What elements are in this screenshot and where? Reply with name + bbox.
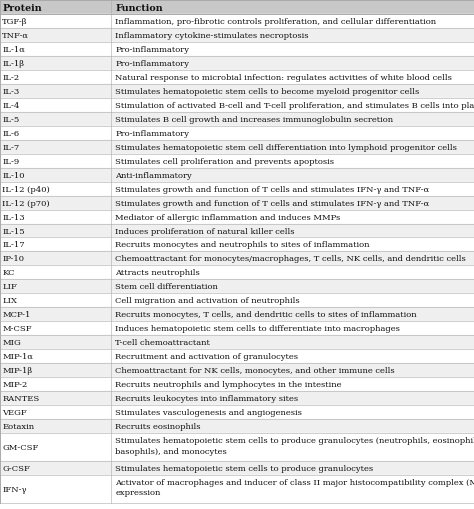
Text: Chemoattractant for monocytes/macrophages, T cells, NK cells, and dendritic cell: Chemoattractant for monocytes/macrophage… xyxy=(115,255,466,263)
Text: VEGF: VEGF xyxy=(2,408,27,416)
Text: MIP-1α: MIP-1α xyxy=(2,352,33,360)
Text: IL-4: IL-4 xyxy=(2,102,20,110)
Text: Induces proliferation of natural killer cells: Induces proliferation of natural killer … xyxy=(115,227,295,235)
Text: IL-12 (p40): IL-12 (p40) xyxy=(2,185,50,193)
Text: IL-7: IL-7 xyxy=(2,144,19,152)
Text: Stimulation of activated B-cell and T-cell proliferation, and stimulates B cells: Stimulation of activated B-cell and T-ce… xyxy=(115,102,474,110)
Text: Stimulates hematopoietic stem cells to become myeloid progenitor cells: Stimulates hematopoietic stem cells to b… xyxy=(115,88,419,96)
Text: MCP-1: MCP-1 xyxy=(2,310,31,319)
Text: Stimulates growth and function of T cells and stimulates IFN-γ and TNF-α: Stimulates growth and function of T cell… xyxy=(115,199,429,207)
Text: Natural response to microbial infection: regulates activities of white blood cel: Natural response to microbial infection:… xyxy=(115,74,452,82)
Text: Induces hematopoietic stem cells to differentiate into macrophages: Induces hematopoietic stem cells to diff… xyxy=(115,325,400,332)
Text: IL-15: IL-15 xyxy=(2,227,25,235)
Text: Stimulates hematopoietic stem cell differentiation into lymphoid progenitor cell: Stimulates hematopoietic stem cell diffe… xyxy=(115,144,457,152)
Text: Stimulates B cell growth and increases immunoglobulin secretion: Stimulates B cell growth and increases i… xyxy=(115,116,393,124)
Text: IL-12 (p70): IL-12 (p70) xyxy=(2,199,50,207)
Text: TGF-β: TGF-β xyxy=(2,18,28,26)
Text: IL-10: IL-10 xyxy=(2,172,25,179)
Text: IL-17: IL-17 xyxy=(2,241,25,249)
Text: Recruits monocytes and neutrophils to sites of inflammation: Recruits monocytes and neutrophils to si… xyxy=(115,241,370,249)
Text: RANTES: RANTES xyxy=(2,394,40,402)
Text: GM-CSF: GM-CSF xyxy=(2,443,39,451)
Text: MIP-2: MIP-2 xyxy=(2,380,27,388)
Text: Recruits monocytes, T cells, and dendritic cells to sites of inflammation: Recruits monocytes, T cells, and dendrit… xyxy=(115,310,417,319)
Text: Anti-inflammatory: Anti-inflammatory xyxy=(115,172,192,179)
Text: Inflammation, pro-fibrotic controls proliferation, and cellular differentiation: Inflammation, pro-fibrotic controls prol… xyxy=(115,18,436,26)
Text: Stimulates growth and function of T cells and stimulates IFN-γ and TNF-α: Stimulates growth and function of T cell… xyxy=(115,185,429,193)
Text: T-cell chemoattractant: T-cell chemoattractant xyxy=(115,338,210,347)
Text: Recruits leukocytes into inflammatory sites: Recruits leukocytes into inflammatory si… xyxy=(115,394,298,402)
Text: G-CSF: G-CSF xyxy=(2,464,30,472)
Text: Mediator of allergic inflammation and induces MMPs: Mediator of allergic inflammation and in… xyxy=(115,213,340,221)
Text: Inflammatory cytokine-stimulates necroptosis: Inflammatory cytokine-stimulates necropt… xyxy=(115,32,309,40)
Text: Protein: Protein xyxy=(2,4,42,13)
Text: Stimulates vasculogenesis and angiogenesis: Stimulates vasculogenesis and angiogenes… xyxy=(115,408,302,416)
Text: Stimulates cell proliferation and prevents apoptosis: Stimulates cell proliferation and preven… xyxy=(115,157,334,165)
Text: Activator of macrophages and inducer of class II major histocompatibility comple: Activator of macrophages and inducer of … xyxy=(115,478,474,496)
Text: Pro-inflammatory: Pro-inflammatory xyxy=(115,130,189,137)
Text: Chemoattractant for NK cells, monocytes, and other immune cells: Chemoattractant for NK cells, monocytes,… xyxy=(115,366,395,374)
Text: LIX: LIX xyxy=(2,297,18,305)
Text: Recruits eosinophils: Recruits eosinophils xyxy=(115,422,201,430)
Text: Stimulates hematopoietic stem cells to produce granulocytes (neutrophils, eosino: Stimulates hematopoietic stem cells to p… xyxy=(115,437,474,455)
Text: Pro-inflammatory: Pro-inflammatory xyxy=(115,46,189,54)
Text: Recruits neutrophils and lymphocytes in the intestine: Recruits neutrophils and lymphocytes in … xyxy=(115,380,342,388)
Text: MIP-1β: MIP-1β xyxy=(2,366,33,374)
Text: IFN-γ: IFN-γ xyxy=(2,485,27,493)
Text: IL-13: IL-13 xyxy=(2,213,25,221)
Text: IL-2: IL-2 xyxy=(2,74,19,82)
Text: Cell migration and activation of neutrophils: Cell migration and activation of neutrop… xyxy=(115,297,300,305)
Text: TNF-α: TNF-α xyxy=(2,32,29,40)
Text: IL-5: IL-5 xyxy=(2,116,19,124)
Text: M-CSF: M-CSF xyxy=(2,325,32,332)
Text: KC: KC xyxy=(2,269,15,277)
Text: LIF: LIF xyxy=(2,283,17,291)
Text: IL-3: IL-3 xyxy=(2,88,19,96)
Text: IP-10: IP-10 xyxy=(2,255,24,263)
Text: MIG: MIG xyxy=(2,338,21,347)
Text: Stimulates hematopoietic stem cells to produce granulocytes: Stimulates hematopoietic stem cells to p… xyxy=(115,464,374,472)
Text: Stem cell differentiation: Stem cell differentiation xyxy=(115,283,218,291)
Text: Function: Function xyxy=(115,4,163,13)
Text: Pro-inflammatory: Pro-inflammatory xyxy=(115,60,189,68)
Text: Recruitment and activation of granulocytes: Recruitment and activation of granulocyt… xyxy=(115,352,298,360)
Text: IL-6: IL-6 xyxy=(2,130,19,137)
Text: IL-1β: IL-1β xyxy=(2,60,24,68)
Text: IL-1α: IL-1α xyxy=(2,46,25,54)
Text: Attracts neutrophils: Attracts neutrophils xyxy=(115,269,200,277)
Text: IL-9: IL-9 xyxy=(2,157,19,165)
Text: Eotaxin: Eotaxin xyxy=(2,422,35,430)
